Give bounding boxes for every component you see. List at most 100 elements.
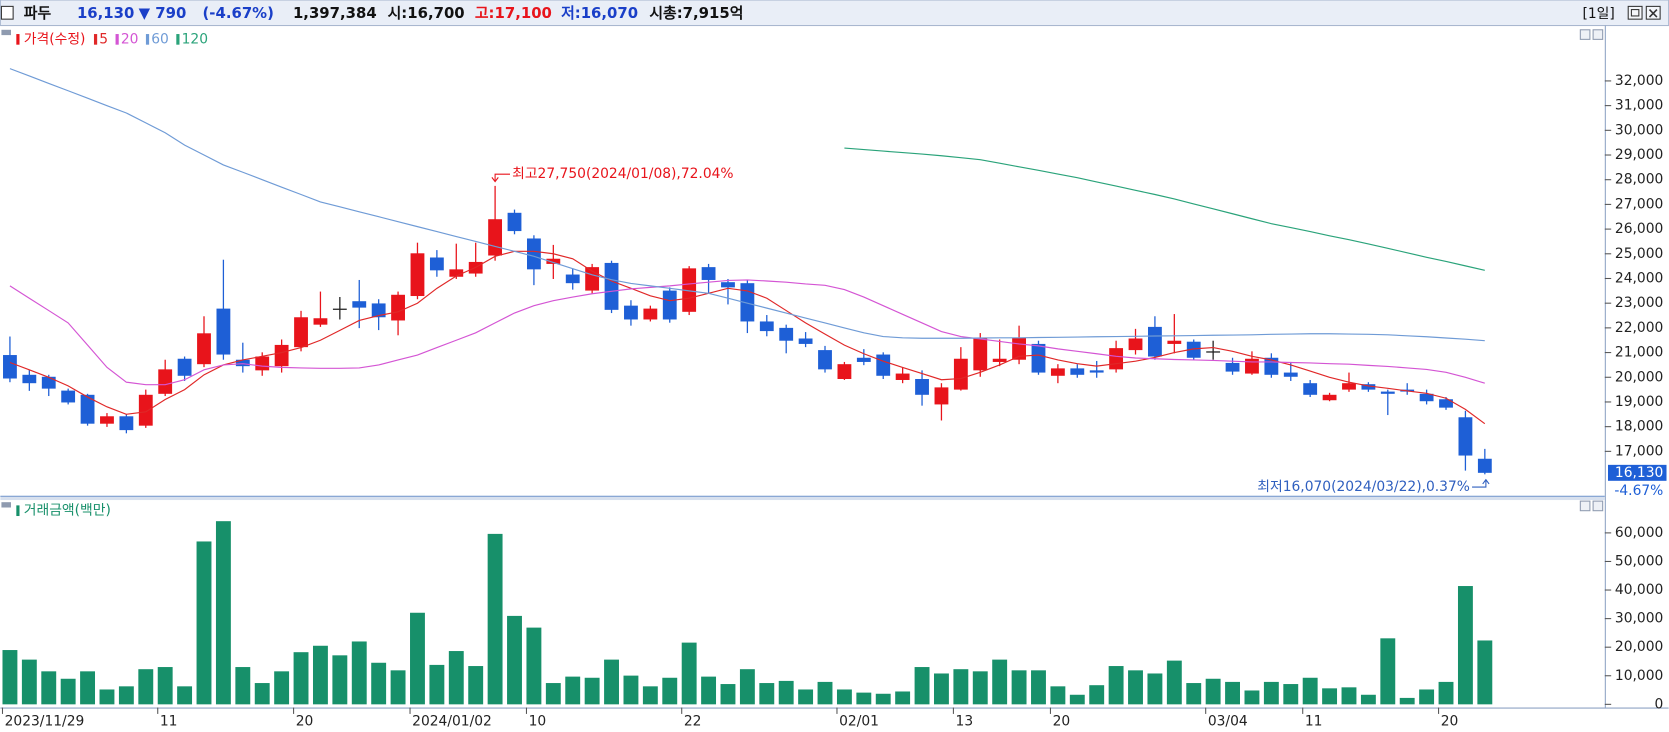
- candle-body: [915, 378, 929, 395]
- candle-body: [1070, 368, 1085, 375]
- candle-body: [216, 308, 231, 355]
- y-tick-label: 30,000: [1615, 611, 1663, 627]
- candle-body: [410, 253, 425, 297]
- x-tick-label: 11: [1305, 713, 1323, 729]
- y-tick-label: 30,000: [1615, 122, 1663, 138]
- candle-body: [1225, 362, 1240, 372]
- y-tick-label: 17,000: [1615, 443, 1663, 459]
- candle-body: [565, 274, 580, 284]
- bar: [351, 641, 367, 705]
- bar: [759, 683, 775, 705]
- candle-body: [138, 394, 153, 426]
- bar: [1128, 670, 1143, 705]
- bar: [1302, 677, 1318, 705]
- panel-close[interactable]: [1592, 500, 1604, 512]
- moving-average-line: [9, 279, 1485, 386]
- bar: [1263, 681, 1279, 705]
- y-tick-label: 27,000: [1615, 196, 1663, 212]
- candle-body: [1089, 370, 1104, 373]
- panel-close[interactable]: [1592, 29, 1604, 40]
- bar: [1069, 694, 1085, 705]
- x-tick-label: 22: [684, 713, 702, 729]
- x-tick-label: 2023/11/29: [5, 713, 85, 729]
- close-icon: [1648, 9, 1658, 18]
- bar: [953, 669, 969, 705]
- candle-body: [332, 308, 347, 310]
- candle-body: [1050, 368, 1065, 376]
- candle-body: [624, 305, 638, 320]
- bar: [332, 655, 348, 705]
- bar: [565, 676, 581, 705]
- bar: [60, 678, 76, 705]
- bar: [526, 627, 542, 705]
- period[interactable]: [1일]: [1582, 6, 1614, 22]
- candle-body: [1245, 358, 1259, 374]
- candle-body: [429, 257, 444, 271]
- change-pct: (-4.67%): [203, 4, 274, 22]
- bar: [312, 645, 328, 705]
- candle-body: [721, 282, 735, 288]
- bar: [507, 615, 522, 705]
- candle-body: [1303, 383, 1318, 395]
- low: 저:16,070: [561, 4, 638, 22]
- moving-average-line: [9, 68, 1485, 342]
- candle-body: [1031, 343, 1046, 373]
- candle-body: [895, 373, 910, 380]
- candle-body: [3, 355, 17, 379]
- bar: [1419, 689, 1435, 705]
- x-tick-label: 11: [160, 713, 178, 729]
- candle-body: [662, 290, 677, 320]
- candle-body: [1342, 383, 1356, 390]
- y-tick-label: 18,000: [1615, 419, 1663, 435]
- candle-body: [1439, 399, 1453, 408]
- y-tick-label: 31,000: [1615, 98, 1663, 114]
- candle-body: [449, 269, 464, 277]
- bar: [662, 677, 678, 705]
- candle-body: [352, 301, 367, 308]
- candle-body: [61, 390, 76, 403]
- bar: [1166, 660, 1182, 705]
- bar: [798, 689, 814, 705]
- bar: [681, 642, 697, 705]
- panel-minimize[interactable]: [1579, 29, 1591, 40]
- x-tick-label: 10: [529, 713, 547, 729]
- candle-body: [1283, 372, 1298, 377]
- bar: [584, 677, 600, 705]
- last-price-box: [1607, 464, 1667, 481]
- panel-icon: [1, 502, 12, 508]
- candle-body: [798, 338, 813, 344]
- change: ▼ 790: [139, 4, 187, 22]
- candle-body: [507, 212, 522, 232]
- bar: [1341, 687, 1357, 705]
- candle-body: [1361, 384, 1376, 390]
- bar: [623, 675, 639, 705]
- candle-body: [1322, 394, 1337, 401]
- checkbox[interactable]: [0, 5, 14, 20]
- bar: [21, 659, 37, 705]
- stock-name: 파두: [24, 4, 52, 22]
- candle-body: [992, 358, 1007, 362]
- maximize-button[interactable]: [1627, 5, 1643, 20]
- candle-body: [313, 318, 328, 325]
- y-tick-label: 0: [1655, 696, 1664, 712]
- legend-swatch: [145, 34, 150, 45]
- candle-body: [274, 344, 289, 367]
- legend-swatch: [115, 34, 119, 45]
- bar: [118, 686, 134, 705]
- x-tick-label: 03/04: [1208, 713, 1248, 729]
- bar: [1186, 683, 1202, 705]
- bar: [1108, 666, 1124, 705]
- candle-body: [643, 308, 658, 320]
- high: 고:17,100: [475, 4, 552, 22]
- bar: [235, 667, 251, 705]
- bar: [972, 671, 988, 705]
- y-tick-label: 10,000: [1615, 668, 1663, 684]
- y-tick-label: 28,000: [1615, 172, 1663, 188]
- y-tick-label: 40,000: [1615, 582, 1663, 598]
- panel-minimize[interactable]: [1579, 500, 1591, 512]
- price: 16,130: [77, 4, 134, 22]
- annotation-arrow: [1472, 478, 1490, 488]
- annotation: 최고27,750(2024/01/08),72.04%: [512, 166, 733, 182]
- candle-body: [1419, 393, 1434, 402]
- x-tick-label: 2024/01/02: [412, 713, 492, 729]
